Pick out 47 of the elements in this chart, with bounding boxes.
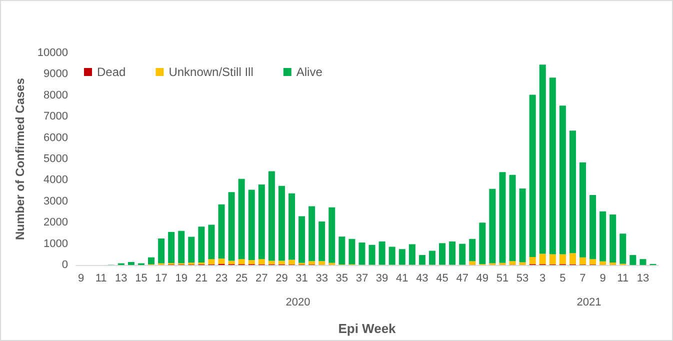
x-tick-label: 47: [456, 272, 468, 284]
x-tick-label: 11: [617, 272, 629, 284]
x-tick-label: 27: [256, 272, 268, 284]
x-tick-label: 15: [135, 272, 148, 284]
x-tick-label: 7: [580, 272, 586, 284]
x-tick-label: 9: [78, 272, 84, 284]
x-tick-label: 39: [376, 272, 388, 284]
x-tick-label: 51: [496, 272, 509, 284]
y-tick-label: 5000: [44, 153, 68, 165]
x-tick-label: 35: [336, 272, 348, 284]
y-tick-label: 6000: [44, 132, 68, 144]
y-tick-label: 1000: [44, 238, 68, 250]
x-tick-label: 13: [115, 272, 128, 284]
y-tick-label: 3000: [44, 195, 68, 208]
y-tick-label: 10000: [37, 47, 68, 59]
x-tick-label: 37: [356, 272, 368, 284]
x-axis-title: Epi Week: [338, 321, 397, 336]
x-tick-label: 13: [636, 272, 650, 284]
x-tick-label: 33: [316, 272, 328, 284]
x-tick-label: 5: [560, 272, 566, 284]
y-tick-label: 4000: [44, 174, 68, 186]
x-tick-label: 23: [215, 272, 228, 284]
x-tick-label: 3: [540, 272, 546, 284]
x-tick-label: 45: [436, 272, 448, 284]
x-tick-label: 19: [175, 272, 188, 284]
x-tick-label: 41: [396, 272, 408, 284]
y-tick-label: 8000: [44, 89, 68, 102]
x-tick-label: 49: [476, 272, 489, 284]
y-tick-label: 2000: [44, 216, 68, 229]
text: 2021: [576, 296, 602, 308]
x-tick-label: 53: [516, 272, 529, 284]
legend-label: Alive: [296, 65, 323, 79]
y-tick-label: 0: [62, 259, 68, 271]
x-tick-label: 9: [600, 272, 606, 284]
y-axis-title: Number of Confirmed Cases: [13, 78, 27, 240]
y-tick-label: 7000: [44, 110, 68, 123]
legend-label: Dead: [97, 65, 126, 79]
legend-label: Unknown/Still Ill: [168, 65, 254, 79]
x-tick-label: 17: [155, 272, 168, 284]
x-tick-label: 29: [276, 272, 288, 284]
x-tick-label: 31: [296, 272, 308, 284]
x-tick-label: 11: [95, 272, 107, 284]
x-tick-label: 25: [235, 272, 248, 284]
text: 2020: [286, 296, 310, 308]
x-tick-label: 43: [416, 272, 428, 284]
x-tick-label: 21: [195, 272, 208, 284]
y-tick-label: 9000: [44, 68, 68, 80]
